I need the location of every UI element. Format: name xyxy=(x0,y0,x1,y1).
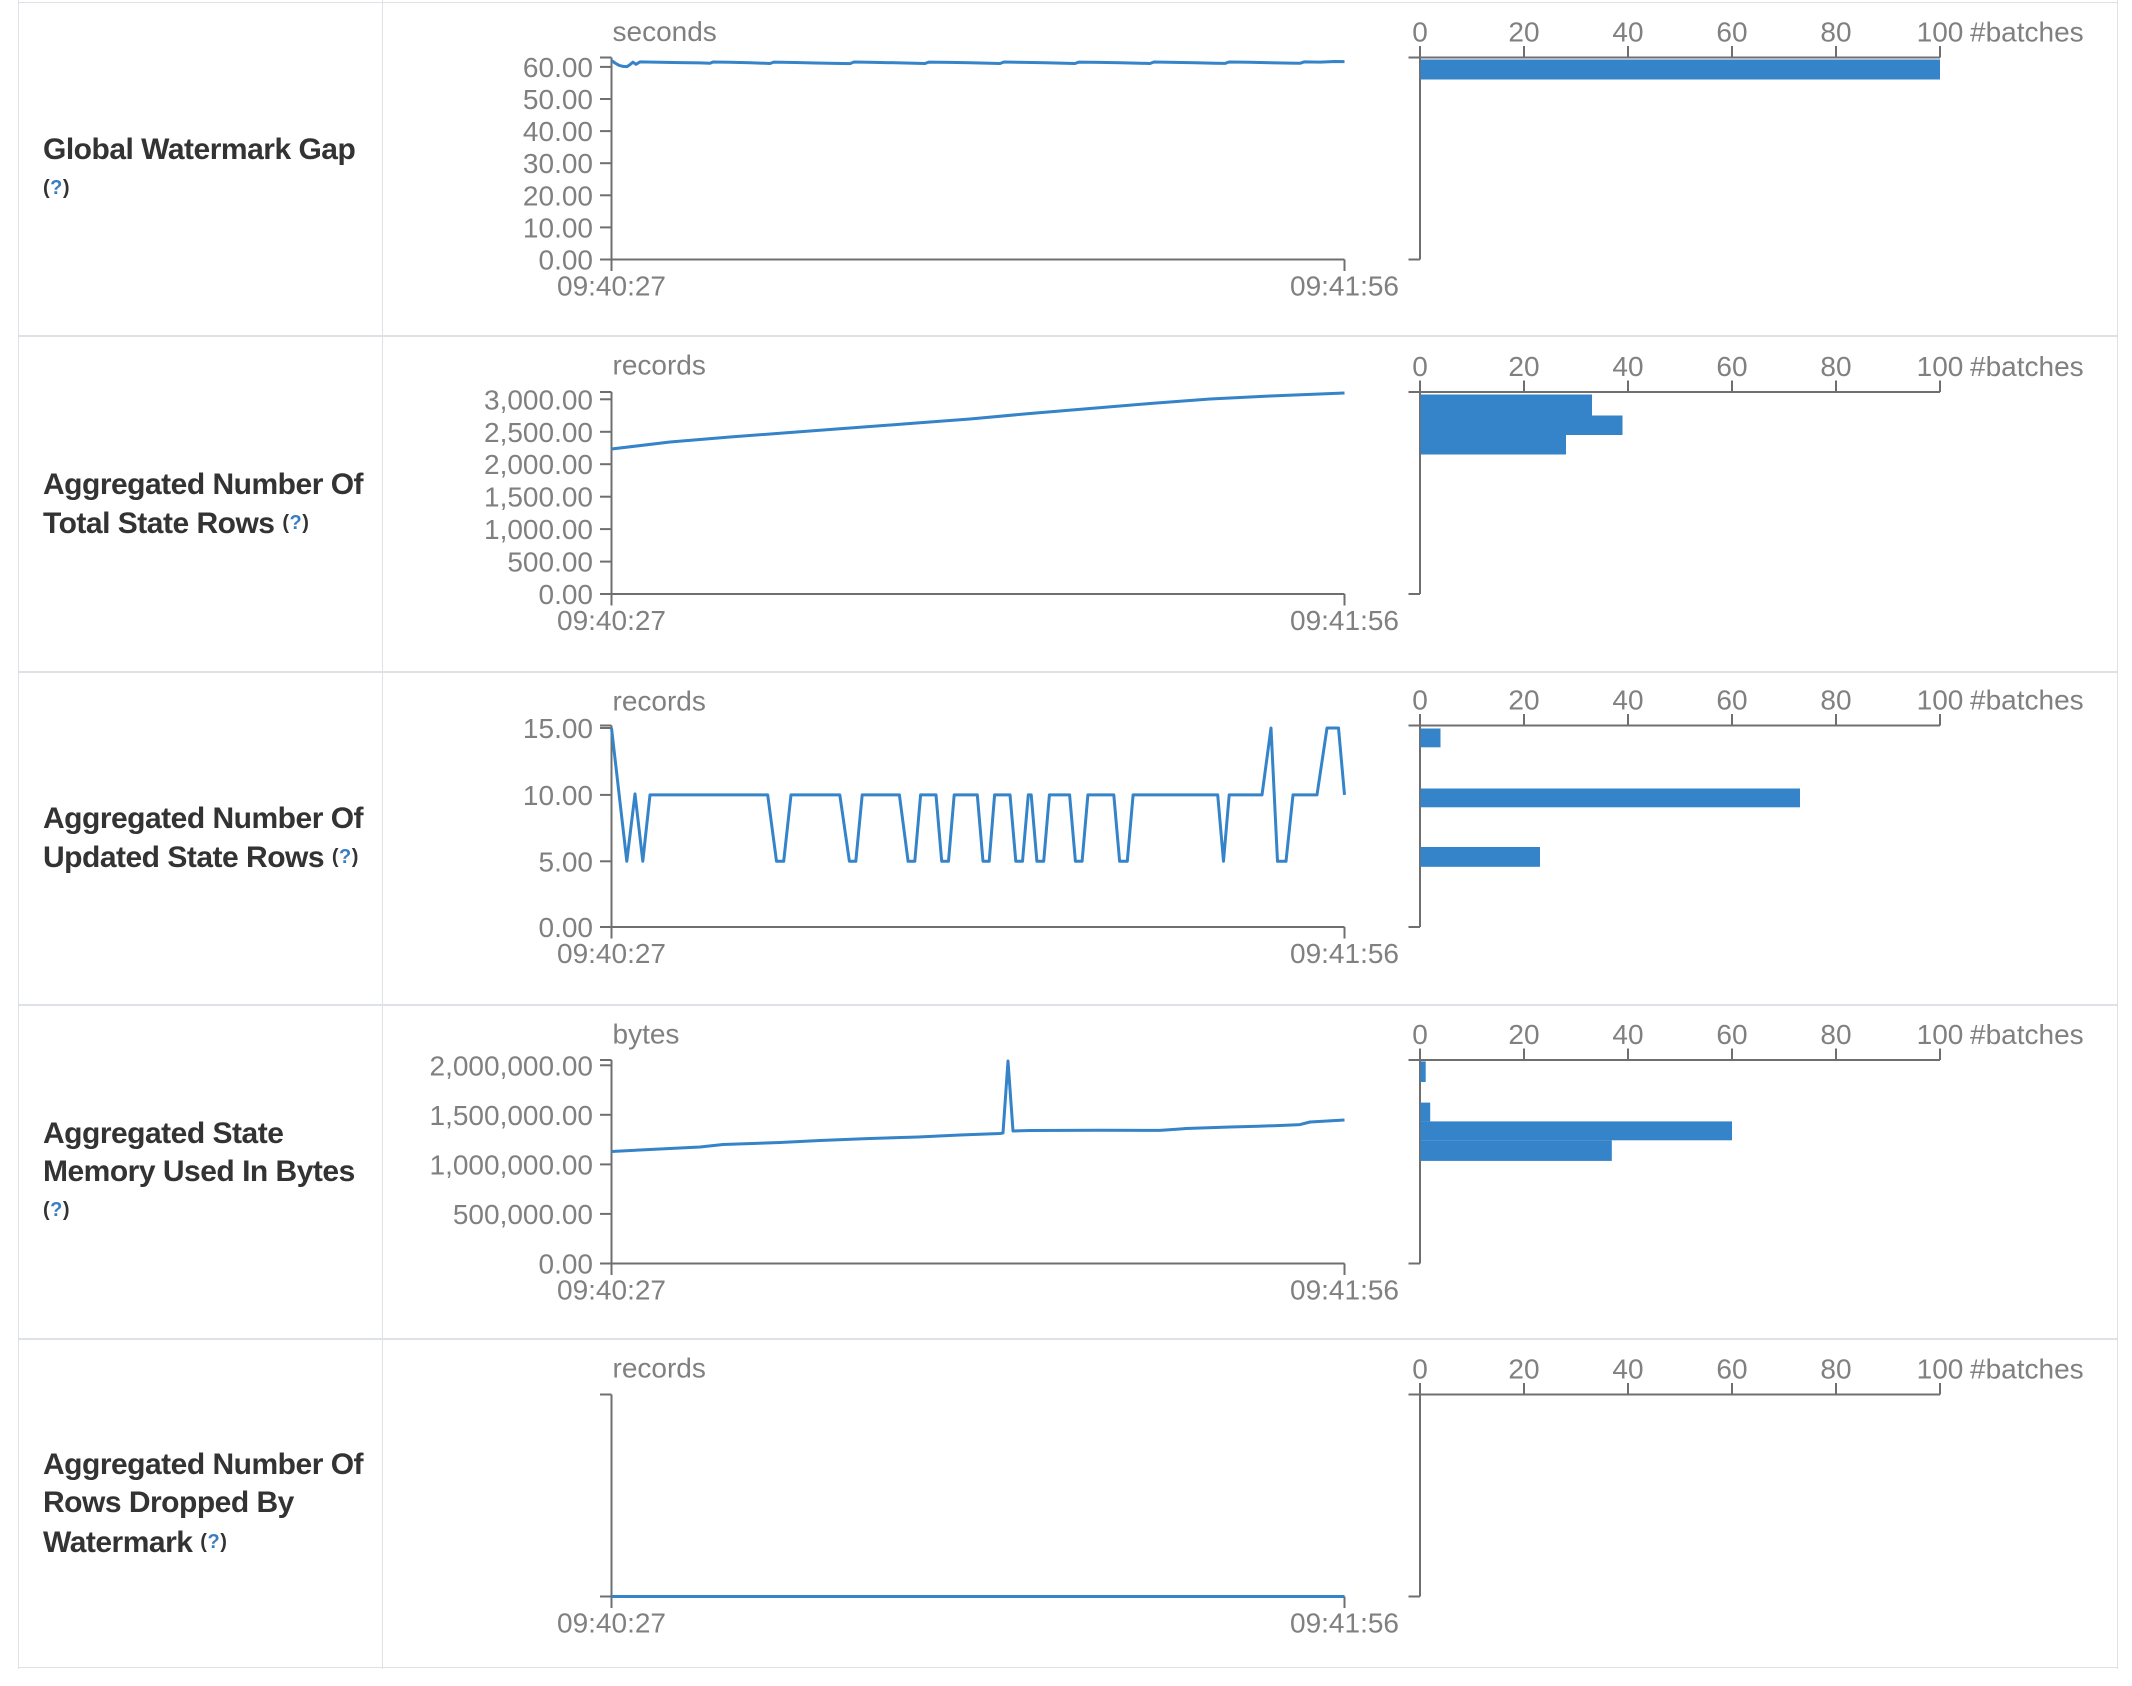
svg-text:2,000,000.00: 2,000,000.00 xyxy=(430,1050,594,1081)
svg-text:1,500,000.00: 1,500,000.00 xyxy=(430,1100,594,1131)
svg-text:40: 40 xyxy=(1612,685,1643,716)
svg-text:80: 80 xyxy=(1820,17,1851,48)
svg-text:60: 60 xyxy=(1716,685,1747,716)
svg-text:0: 0 xyxy=(1412,351,1428,382)
svg-text:100: 100 xyxy=(1917,1354,1964,1385)
svg-text:100: 100 xyxy=(1917,685,1964,716)
svg-text:09:40:27: 09:40:27 xyxy=(557,1608,666,1639)
svg-text:0: 0 xyxy=(1412,1019,1428,1050)
svg-text:50.00: 50.00 xyxy=(523,84,593,115)
svg-text:20: 20 xyxy=(1508,1019,1539,1050)
svg-text:0.00: 0.00 xyxy=(539,912,594,943)
svg-text:100: 100 xyxy=(1917,17,1964,48)
svg-text:40: 40 xyxy=(1612,17,1643,48)
svg-text:3,000.00: 3,000.00 xyxy=(484,384,593,415)
svg-text:bytes: bytes xyxy=(613,1019,680,1050)
svg-text:60.00: 60.00 xyxy=(523,52,593,83)
svg-text:80: 80 xyxy=(1820,351,1851,382)
svg-text:2,000.00: 2,000.00 xyxy=(484,449,593,480)
svg-text:60: 60 xyxy=(1716,351,1747,382)
svg-text:20.00: 20.00 xyxy=(523,180,593,211)
svg-text:40: 40 xyxy=(1612,1019,1643,1050)
svg-text:20: 20 xyxy=(1508,685,1539,716)
svg-text:40.00: 40.00 xyxy=(523,116,593,147)
svg-text:#batches: #batches xyxy=(1970,1019,2084,1050)
svg-text:#batches: #batches xyxy=(1970,17,2084,48)
svg-text:20: 20 xyxy=(1508,17,1539,48)
svg-text:0: 0 xyxy=(1412,1354,1428,1385)
svg-text:60: 60 xyxy=(1716,1019,1747,1050)
svg-text:records: records xyxy=(613,350,706,381)
svg-text:#batches: #batches xyxy=(1970,351,2084,382)
svg-text:500.00: 500.00 xyxy=(507,547,593,578)
svg-text:10.00: 10.00 xyxy=(523,212,593,243)
svg-text:80: 80 xyxy=(1820,685,1851,716)
svg-text:20: 20 xyxy=(1508,351,1539,382)
svg-text:60: 60 xyxy=(1716,1354,1747,1385)
svg-text:09:41:56: 09:41:56 xyxy=(1290,1275,1399,1306)
svg-text:records: records xyxy=(613,1353,706,1384)
svg-text:0.00: 0.00 xyxy=(539,245,594,276)
svg-text:80: 80 xyxy=(1820,1019,1851,1050)
svg-text:1,000,000.00: 1,000,000.00 xyxy=(430,1149,594,1180)
svg-text:#batches: #batches xyxy=(1970,1354,2084,1385)
svg-text:0.00: 0.00 xyxy=(539,1249,594,1280)
svg-text:100: 100 xyxy=(1917,351,1964,382)
svg-text:09:40:27: 09:40:27 xyxy=(557,271,666,302)
svg-text:09:40:27: 09:40:27 xyxy=(557,1275,666,1306)
svg-text:2,500.00: 2,500.00 xyxy=(484,417,593,448)
svg-text:80: 80 xyxy=(1820,1354,1851,1385)
svg-text:0: 0 xyxy=(1412,17,1428,48)
svg-text:1,000.00: 1,000.00 xyxy=(484,514,593,545)
svg-text:5.00: 5.00 xyxy=(539,846,594,877)
svg-text:09:41:56: 09:41:56 xyxy=(1290,271,1399,302)
svg-text:09:41:56: 09:41:56 xyxy=(1290,605,1399,636)
svg-text:100: 100 xyxy=(1917,1019,1964,1050)
svg-text:seconds: seconds xyxy=(613,16,717,47)
svg-text:09:41:56: 09:41:56 xyxy=(1290,1608,1399,1639)
svg-text:09:40:27: 09:40:27 xyxy=(557,605,666,636)
svg-text:40: 40 xyxy=(1612,1354,1643,1385)
svg-text:30.00: 30.00 xyxy=(523,148,593,179)
svg-text:09:40:27: 09:40:27 xyxy=(557,938,666,969)
svg-text:#batches: #batches xyxy=(1970,685,2084,716)
svg-text:500,000.00: 500,000.00 xyxy=(453,1199,593,1230)
svg-text:records: records xyxy=(613,686,706,717)
svg-text:0: 0 xyxy=(1412,685,1428,716)
svg-text:1,500.00: 1,500.00 xyxy=(484,482,593,513)
svg-text:0.00: 0.00 xyxy=(539,579,594,610)
svg-text:15.00: 15.00 xyxy=(523,713,593,744)
svg-text:10.00: 10.00 xyxy=(523,780,593,811)
svg-text:09:41:56: 09:41:56 xyxy=(1290,938,1399,969)
svg-text:60: 60 xyxy=(1716,17,1747,48)
svg-text:20: 20 xyxy=(1508,1354,1539,1385)
svg-text:40: 40 xyxy=(1612,351,1643,382)
